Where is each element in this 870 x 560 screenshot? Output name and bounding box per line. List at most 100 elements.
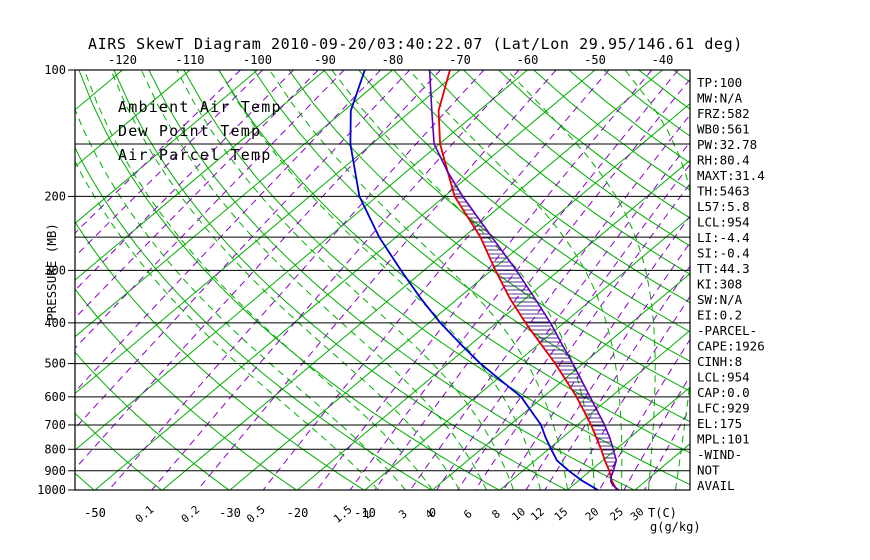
mixing-ratio-line [374,78,690,490]
stats-line: WB0:561 [697,122,750,137]
temp-unit-label: T(C) [648,506,677,520]
pressure-tick-label: 400 [44,316,66,330]
pressure-tick-label: 500 [44,357,66,371]
mixing-ratio-line [75,70,345,349]
bottom-temp-label: -50 [84,506,106,520]
stats-line: -PARCEL- [697,323,757,338]
bottom-temp-label: -10 [354,506,376,520]
stats-line: EI:0.2 [697,308,742,323]
dry-adiabat-line [75,288,297,490]
pressure-tick-label: 800 [44,442,66,456]
dry-adiabat-line [288,70,690,392]
dry-adiabat-line [463,70,690,247]
dry-adiabat-line [428,70,690,275]
mixing-ratio-line [197,70,557,490]
moist-adiabat-line [218,70,541,490]
legend-dew-point-temp: Dew Point Temp [118,122,261,140]
stats-line: TH:5463 [697,184,750,199]
isotherm-line [297,159,690,490]
stats-line: PW:32.78 [697,137,757,152]
stats-line: LCL:954 [697,370,750,385]
stats-line: NOT [697,463,720,478]
bottom-temp-label: -30 [219,506,241,520]
stats-line: LFC:929 [697,401,750,416]
mixing-ratio-line [644,407,690,490]
isotherm-line [94,70,596,490]
stats-line: EL:175 [697,416,742,431]
isotherm-line [499,329,690,490]
isotherm-line [75,70,461,395]
mixing-ratio-line [598,338,690,490]
mixing-ratio-label: 10 [510,505,529,523]
stats-line: TT:44.3 [697,261,750,276]
mixing-ratio-line [436,141,690,490]
dry-adiabat-line [393,70,690,304]
legend-ambient-air-temp: Ambient Air Temp [118,98,282,116]
top-temp-label: -40 [652,53,674,67]
stats-line: SW:N/A [697,292,743,307]
stats-line: SI:-0.4 [697,246,750,261]
top-temp-label: -110 [176,53,205,67]
mixing-ratio-line [474,182,690,490]
isotherm-line [75,70,258,224]
mixing-ratio-label: 30 [628,505,647,523]
mixing-ratio-line [75,70,381,393]
plot-border [74,69,691,491]
stats-line: LCL:954 [697,215,750,230]
stats-line: FRZ:582 [697,106,750,121]
pressure-tick-label: 1000 [37,483,66,497]
mixing-ratio-label: 15 [552,505,571,523]
cape-hatch-group [447,172,616,477]
moist-adiabat-line [331,70,595,490]
pressure-tick-label: 700 [44,418,66,432]
stats-line: CAPE:1926 [697,339,765,354]
mixing-ratio-line [151,70,520,490]
mixing-unit-label: g(g/kg) [650,520,701,534]
pressure-tick-label: 100 [44,63,66,77]
top-temp-label: -120 [108,53,137,67]
pressure-tick-label: 900 [44,464,66,478]
mixing-ratio-line [262,70,610,490]
dry-adiabat-line [638,70,690,110]
mixing-ratio-grid [75,70,690,490]
mixing-ratio-label: 0.5 [244,503,268,526]
pressure-tick-label: 300 [44,263,66,277]
mixing-ratio-label: 20 [583,505,602,523]
top-temp-label: -100 [243,53,272,67]
mixing-ratio-label: 8 [489,507,502,521]
top-temp-label: -60 [517,53,539,67]
top-temp-label: -50 [584,53,606,67]
stats-line: TP:100 [697,75,742,90]
mixing-ratio-line [75,70,294,292]
isotherm-line [75,70,528,451]
mixing-ratio-label: 1.5 [331,503,355,526]
stats-line: L57:5.8 [697,199,750,214]
mixing-ratio-label: 12 [528,505,547,523]
pressure-axis-label: PRESSURE (MB) [44,223,59,321]
moist-adiabat-line [140,70,487,490]
moist-adiabat-line [83,70,433,490]
mixing-ratio-line [349,70,679,490]
cape-hatch-area [447,172,616,477]
stats-line: LI:-4.4 [697,230,750,245]
mixing-ratio-line [544,265,690,490]
mixing-ratio-line [316,70,653,490]
stats-line: KI:308 [697,277,742,292]
stats-line: MAXT:31.4 [697,168,765,183]
stats-line: -WIND- [697,447,742,462]
mixing-ratio-label: 3 [396,507,409,521]
stats-column: TP:100MW:N/AFRZ:582WB0:561PW:32.78RH:80.… [697,75,765,493]
ambient-temp-curve [437,70,618,490]
bottom-temp-label: -20 [287,506,309,520]
mixing-ratio-line [457,163,690,490]
top-temp-label: -90 [314,53,336,67]
dry-adiabat-line [75,412,162,490]
stats-line: MW:N/A [697,91,743,106]
mixing-ratio-line [75,70,441,470]
isotherm-line [567,386,690,490]
sounding-curves [349,70,620,490]
stats-line: MPL:101 [697,432,750,447]
